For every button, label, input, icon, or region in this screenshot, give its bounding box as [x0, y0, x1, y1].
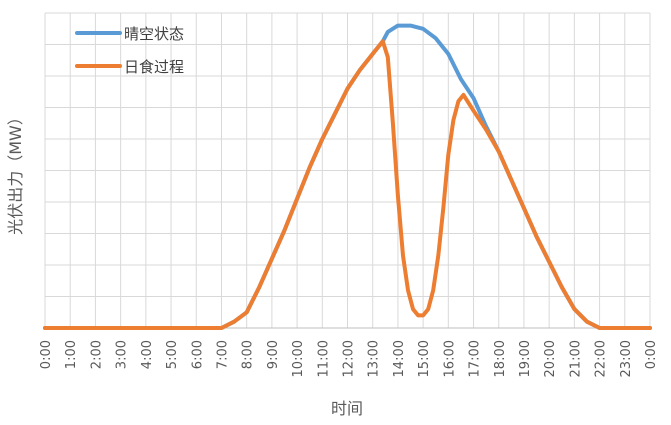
x-tick-label: 14:00 — [392, 340, 407, 377]
x-tick-label: 3:00 — [115, 340, 130, 369]
x-tick-label: 19:00 — [518, 340, 533, 377]
x-tick-label: 2:00 — [89, 340, 104, 369]
x-tick-label: 16:00 — [442, 340, 457, 377]
x-tick-label: 22:00 — [594, 340, 609, 377]
x-tick-label: 9:00 — [266, 340, 281, 369]
series-line-eclipse — [43, 39, 652, 330]
legend-label-clear-sky: 晴空状态 — [124, 25, 184, 43]
x-tick-label: 7:00 — [215, 340, 230, 369]
x-tick-label: 13:00 — [367, 340, 382, 377]
series-lines — [43, 23, 652, 330]
x-tick-label: 0:00 — [644, 340, 659, 369]
x-tick-label: 18:00 — [493, 340, 508, 377]
x-tick-label: 0:00 — [39, 340, 54, 369]
x-axis-title: 时间 — [331, 399, 363, 418]
grid-lines — [44, 12, 651, 329]
x-axis-ticks: 0:00 1:00 2:00 3:00 4:00 5:00 6:00 7:00 8:00 9:00… — [39, 340, 659, 377]
x-tick-label: 17:00 — [468, 340, 483, 377]
x-tick-label: 6:00 — [190, 340, 205, 369]
x-tick-label: 1:00 — [64, 340, 79, 369]
legend: 晴空状态 日食过程 — [75, 25, 184, 76]
x-tick-label: 15:00 — [417, 340, 432, 377]
y-axis-title: 光伏出力（MW） — [6, 109, 25, 235]
x-tick-label: 11:00 — [316, 340, 331, 377]
x-tick-label: 10:00 — [291, 340, 306, 377]
x-tick-label: 20:00 — [543, 340, 558, 377]
legend-label-eclipse: 日食过程 — [124, 58, 184, 76]
x-tick-label: 23:00 — [619, 340, 634, 377]
x-tick-label: 4:00 — [140, 340, 155, 369]
x-tick-label: 21:00 — [568, 340, 583, 377]
x-tick-label: 5:00 — [165, 340, 180, 369]
x-tick-label: 8:00 — [241, 340, 256, 369]
x-tick-label: 12:00 — [342, 340, 357, 377]
